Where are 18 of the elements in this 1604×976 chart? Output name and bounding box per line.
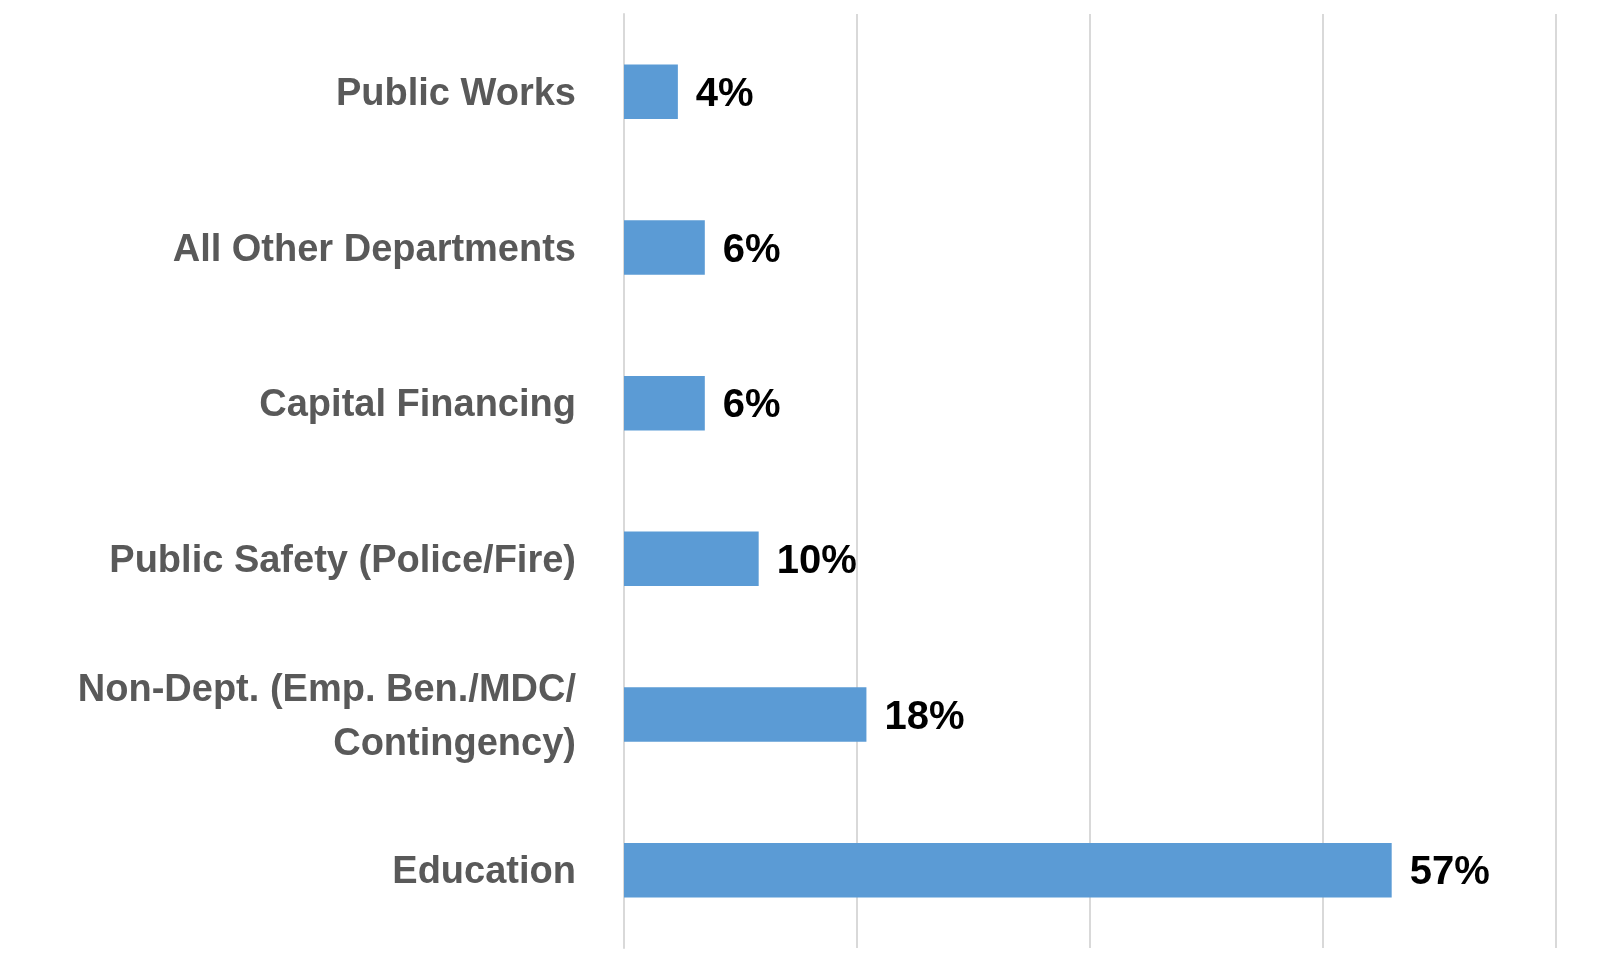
y-tick-label: All Other Departments xyxy=(172,226,576,269)
y-tick-label: Non-Dept. (Emp. Ben./MDC/Contingency) xyxy=(77,666,577,763)
y-tick-label: Education xyxy=(392,849,576,892)
bar xyxy=(624,220,705,275)
bar xyxy=(624,842,1392,898)
data-label: 10% xyxy=(776,536,857,581)
y-tick-label: Capital Financing xyxy=(259,382,576,425)
data-label: 6% xyxy=(722,225,781,270)
bar xyxy=(624,687,867,742)
bar xyxy=(624,64,678,120)
data-label: 57% xyxy=(1409,848,1490,893)
data-label: 6% xyxy=(722,381,781,426)
y-tick-label: Public Works xyxy=(335,70,576,113)
data-label: 18% xyxy=(884,692,965,737)
bar xyxy=(624,531,759,587)
data-label: 4% xyxy=(695,69,754,114)
y-tick-label: Public Safety (Police/Fire) xyxy=(109,537,576,580)
bar xyxy=(624,375,705,431)
